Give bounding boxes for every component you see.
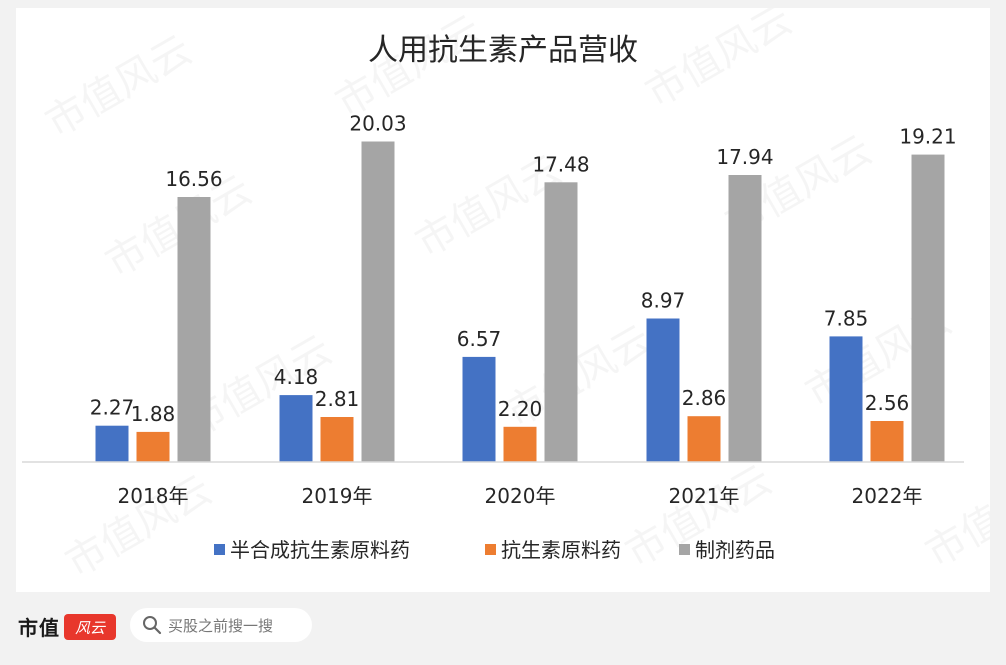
x-tick-layer: 2018年 2019年 2020年 2021年 2022年 xyxy=(118,484,923,508)
bar-antibiotic-api xyxy=(320,417,354,462)
svg-text:风云: 风云 xyxy=(75,619,106,637)
chart-title: 人用抗生素产品营收 xyxy=(368,33,638,68)
data-label: 6.57 xyxy=(457,327,502,351)
watermark-text: 市值风云 xyxy=(38,27,200,147)
search-placeholder: 买股之前搜一搜 xyxy=(168,616,274,635)
brand-logo[interactable]: 市值 风云 xyxy=(18,612,116,641)
bar-antibiotic-api xyxy=(136,431,170,462)
x-tick-label: 2021年 xyxy=(669,484,740,508)
data-label: 2.56 xyxy=(865,391,910,415)
legend-swatch xyxy=(679,544,690,555)
legend-label: 半合成抗生素原料药 xyxy=(230,538,410,562)
data-label: 7.85 xyxy=(824,306,869,330)
data-label: 2.20 xyxy=(498,397,543,421)
bar-semi-synthetic xyxy=(279,395,313,462)
data-label: 2.86 xyxy=(682,386,727,410)
legend-label: 抗生素原料药 xyxy=(501,538,621,562)
data-label: 2.81 xyxy=(315,387,360,411)
chart-card: 市值风云 市值风云 市值风云 市值风云 市值风云 市值风云 市值风云 市值风云 市值风云 市值风云… xyxy=(16,8,990,592)
bar-semi-synthetic xyxy=(829,336,863,462)
bar-semi-synthetic xyxy=(462,356,496,462)
data-label: 17.48 xyxy=(532,152,589,176)
legend: 半合成抗生素原料药 抗生素原料药 制剂药品 xyxy=(214,538,775,562)
legend-item: 制剂药品 xyxy=(679,538,775,562)
search-icon xyxy=(143,616,162,635)
data-label: 20.03 xyxy=(349,112,406,136)
bar-antibiotic-api xyxy=(870,421,904,462)
footer: 市值 风云 买股之前搜一搜 xyxy=(0,598,1006,658)
x-tick-label: 2022年 xyxy=(852,484,923,508)
data-label: 1.88 xyxy=(131,402,176,426)
data-label: 17.94 xyxy=(716,145,773,169)
bars-layer: 2.271.88 16.56 4.182.81 20.03 6.57 2.20 17.48 8… xyxy=(90,112,957,463)
data-label: 19.21 xyxy=(899,125,956,149)
bar-antibiotic-api xyxy=(687,416,721,462)
bar-semi-synthetic xyxy=(646,318,680,462)
brand-logo-mark: 风云 xyxy=(75,619,106,637)
bar-preparation xyxy=(361,141,395,462)
legend-item: 抗生素原料药 xyxy=(485,538,621,562)
watermark-text: 市值风云 xyxy=(638,8,800,117)
bar-semi-synthetic xyxy=(95,425,129,462)
bar-preparation xyxy=(911,154,945,462)
brand-name: 市值 xyxy=(18,616,60,640)
x-tick-label: 2018年 xyxy=(118,484,189,508)
bar-preparation xyxy=(728,175,762,462)
legend-swatch xyxy=(485,544,496,555)
data-label: 2.27 xyxy=(90,396,135,420)
x-tick-label: 2020年 xyxy=(485,484,556,508)
data-label: 4.18 xyxy=(274,365,319,389)
bar-preparation xyxy=(177,197,211,462)
legend-label: 制剂药品 xyxy=(695,538,775,562)
legend-swatch xyxy=(214,544,225,555)
legend-item: 半合成抗生素原料药 xyxy=(214,538,410,562)
watermark-text: 市值风云 xyxy=(918,457,990,577)
data-label: 16.56 xyxy=(165,167,222,191)
brand-logo-badge: 风云 xyxy=(64,613,116,640)
bar-antibiotic-api xyxy=(503,426,537,462)
search-box[interactable]: 买股之前搜一搜 xyxy=(130,608,312,642)
bar-preparation xyxy=(544,182,578,463)
x-tick-label: 2019年 xyxy=(302,484,373,508)
data-label: 8.97 xyxy=(641,289,686,313)
